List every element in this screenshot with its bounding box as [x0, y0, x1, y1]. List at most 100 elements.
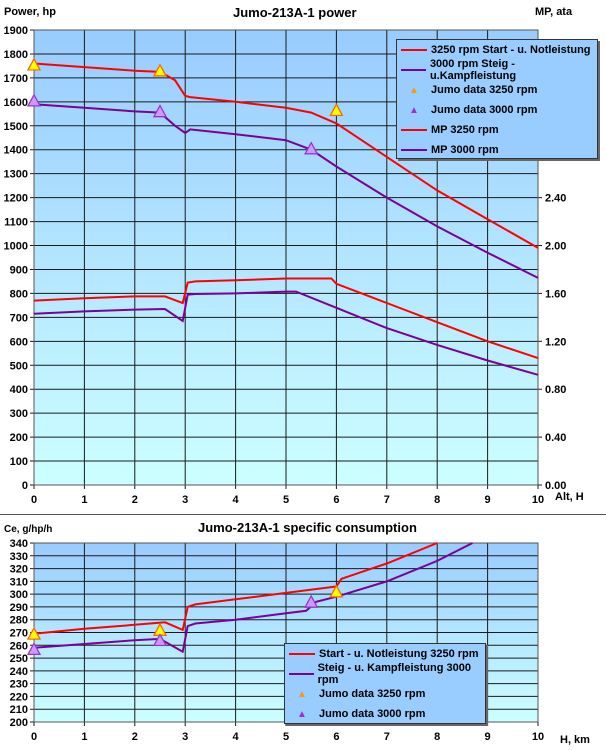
legend-label: Jumo data 3000 rpm	[319, 708, 426, 720]
legend-label: Steig - u. Kampfleistung 3000 rpm	[317, 662, 471, 686]
svg-text:330: 330	[10, 551, 28, 563]
legend-label: Jumo data 3000 rpm	[431, 104, 538, 116]
series-line	[33, 103, 539, 279]
svg-text:4: 4	[233, 494, 240, 506]
legend-triangle-icon: ▲	[297, 688, 307, 700]
svg-text:0.00: 0.00	[545, 480, 566, 492]
svg-text:2: 2	[132, 731, 138, 743]
legend-item: MP 3000 rpm	[397, 140, 597, 160]
svg-text:0.80: 0.80	[545, 384, 566, 396]
svg-text:290: 290	[10, 602, 28, 614]
svg-text:7: 7	[384, 731, 390, 743]
svg-text:8: 8	[434, 494, 440, 506]
svg-text:2.00: 2.00	[545, 241, 566, 253]
svg-text:500: 500	[10, 360, 28, 372]
legend-item: ▲ Jumo data 3000 rpm	[285, 704, 485, 724]
legend-item: ▲ Jumo data 3000 rpm	[397, 100, 597, 120]
svg-text:3: 3	[182, 494, 188, 506]
svg-text:1: 1	[81, 731, 87, 743]
svg-text:210: 210	[10, 704, 28, 716]
svg-text:9: 9	[485, 494, 491, 506]
svg-text:6: 6	[333, 731, 339, 743]
svg-text:220: 220	[10, 691, 28, 703]
legend-line-swatch	[289, 673, 314, 675]
legend-label: 3250 rpm Start - u. Notleistung	[431, 44, 591, 56]
svg-text:5: 5	[283, 494, 289, 506]
legend-item: MP 3250 rpm	[397, 120, 597, 140]
svg-text:5: 5	[283, 731, 289, 743]
svg-text:10: 10	[532, 494, 544, 506]
svg-text:0: 0	[31, 731, 37, 743]
svg-text:700: 700	[10, 312, 28, 324]
legend-line-swatch	[401, 49, 427, 51]
svg-text:1500: 1500	[4, 121, 28, 133]
svg-text:7: 7	[384, 494, 390, 506]
svg-text:800: 800	[10, 288, 28, 300]
svg-text:10: 10	[532, 731, 544, 743]
svg-text:1700: 1700	[4, 73, 28, 85]
svg-text:2.40: 2.40	[545, 193, 566, 205]
series-line	[33, 542, 473, 654]
chart-divider	[0, 514, 606, 515]
series-line	[33, 277, 539, 360]
svg-text:1100: 1100	[4, 217, 28, 229]
svg-text:3: 3	[182, 731, 188, 743]
legend-triangle-icon: ▲	[409, 104, 419, 116]
legend-item: ▲ Jumo data 3250 rpm	[285, 684, 485, 704]
legend-label: MP 3000 rpm	[431, 144, 499, 156]
legend-item: Steig - u. Kampfleistung 3000 rpm	[285, 662, 485, 686]
data-point-triangle	[26, 626, 42, 640]
svg-text:1: 1	[81, 494, 87, 506]
svg-text:230: 230	[10, 679, 28, 691]
data-point-triangle	[26, 93, 42, 107]
legend-item: Start - u. Notleistung 3250 rpm	[285, 644, 485, 664]
legend-triangle-icon: ▲	[297, 708, 307, 720]
svg-text:1600: 1600	[4, 97, 28, 109]
svg-text:0: 0	[31, 494, 37, 506]
legend-item: 3000 rpm Steig - u.Kampfleistung	[397, 58, 597, 82]
svg-text:400: 400	[10, 384, 28, 396]
data-point-triangle	[152, 633, 168, 647]
svg-text:240: 240	[10, 666, 28, 678]
consumption-chart-legend: Start - u. Notleistung 3250 rpm Steig - u…	[284, 643, 486, 724]
svg-text:1300: 1300	[4, 169, 28, 181]
legend-label: Start - u. Notleistung 3250 rpm	[319, 648, 479, 660]
svg-text:200: 200	[10, 717, 28, 729]
top-chart-title: Jumo-213A-1 power	[233, 5, 357, 20]
svg-text:340: 340	[10, 538, 28, 550]
svg-text:0.40: 0.40	[545, 432, 566, 444]
data-point-triangle	[329, 103, 344, 117]
data-point-triangle	[152, 104, 168, 118]
legend-triangle-icon: ▲	[409, 84, 419, 96]
svg-text:300: 300	[10, 408, 28, 420]
bottom-x-axis-label: H, km	[560, 734, 590, 746]
svg-text:200: 200	[10, 432, 28, 444]
legend-label: Jumo data 3250 rpm	[431, 84, 538, 96]
svg-text:310: 310	[10, 576, 28, 588]
top-x-axis-label: Alt, H	[555, 491, 584, 503]
data-point-triangle	[304, 594, 319, 608]
svg-text:320: 320	[10, 564, 28, 576]
svg-text:8: 8	[434, 731, 440, 743]
svg-text:1900: 1900	[4, 25, 28, 37]
data-point-triangle	[304, 141, 319, 155]
series-line	[33, 542, 438, 635]
svg-text:1800: 1800	[4, 49, 28, 61]
top-y-axis-label: Power, hp	[4, 6, 56, 18]
legend-line-swatch	[401, 69, 426, 71]
svg-text:260: 260	[10, 640, 28, 652]
legend-line-swatch	[401, 129, 427, 131]
legend-line-swatch	[289, 653, 315, 655]
data-point-triangle	[152, 63, 168, 77]
legend-label: Jumo data 3250 rpm	[319, 688, 426, 700]
top-y2-axis-label: MP, ata	[535, 6, 573, 18]
legend-item: ▲ Jumo data 3250 rpm	[397, 80, 597, 100]
data-point-triangle	[26, 642, 42, 656]
legend-label: 3000 rpm Steig - u.Kampfleistung	[429, 58, 517, 82]
svg-text:1.60: 1.60	[545, 288, 566, 300]
legend-label: MP 3250 rpm	[431, 124, 499, 136]
svg-text:1400: 1400	[4, 145, 28, 157]
svg-text:270: 270	[10, 628, 28, 640]
svg-text:9: 9	[485, 731, 491, 743]
legend-item: 3250 rpm Start - u. Notleistung	[397, 40, 597, 60]
